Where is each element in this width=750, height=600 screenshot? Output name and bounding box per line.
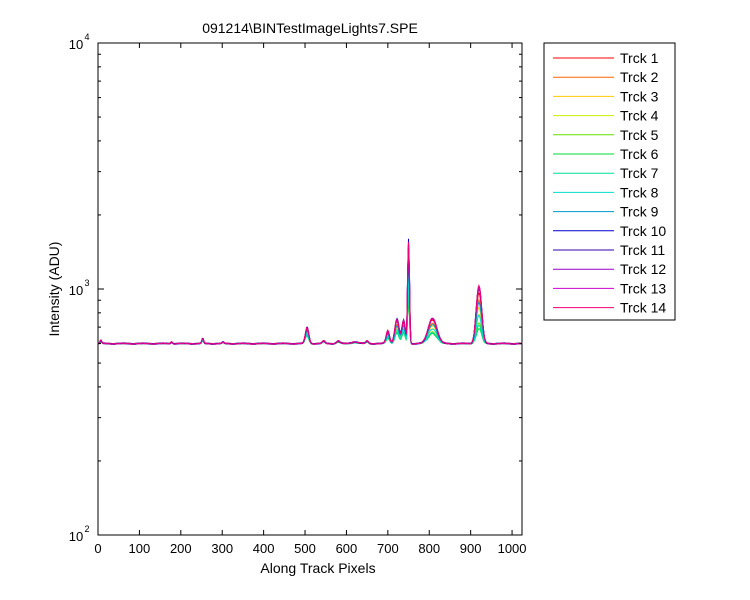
legend-label: Trck 2 <box>620 69 659 85</box>
x-tick-label: 800 <box>418 541 440 556</box>
plot-lines <box>97 238 523 345</box>
x-tick-label: 600 <box>336 541 358 556</box>
legend-label: Trck 13 <box>620 280 666 296</box>
legend-label: Trck 4 <box>620 108 659 124</box>
legend: Trck 1 Trck 2 Trck 3 Trck 4 Trck 5 Trck 6 Trck… <box>543 42 676 321</box>
x-tick-label: 0 <box>94 541 101 556</box>
x-tick-label: 300 <box>211 541 233 556</box>
x-tick-label: 700 <box>377 541 399 556</box>
y-tick-base: 10 <box>69 283 83 298</box>
legend-label: Trck 1 <box>620 50 659 66</box>
y-tick-exponent: 2 <box>84 524 89 534</box>
legend-label: Trck 6 <box>620 146 659 162</box>
y-tick-label: 10 2 <box>69 524 90 544</box>
y-tick-base: 10 <box>69 529 83 544</box>
chart-title: 091214\BINTestImageLights7.SPE <box>202 20 418 36</box>
legend-label: Trck 9 <box>620 204 659 220</box>
y-tick-label: 10 3 <box>69 278 90 298</box>
x-tick-label: 100 <box>129 541 151 556</box>
series-line <box>97 241 522 345</box>
y-tick-exponent: 4 <box>84 32 89 42</box>
legend-label: Trck 14 <box>620 300 666 316</box>
x-axis-label: Along Track Pixels <box>260 560 375 576</box>
legend-label: Trck 5 <box>620 127 659 143</box>
x-tick-label: 400 <box>253 541 275 556</box>
y-tick-exponent: 3 <box>84 278 89 288</box>
y-axis-label: Intensity (ADU) <box>46 242 62 337</box>
x-axis: 0 100 200 300 400 500 600 700 800 900 1000 <box>94 43 527 556</box>
legend-box <box>543 42 676 321</box>
x-tick-label: 500 <box>294 541 316 556</box>
legend-label: Trck 11 <box>620 242 665 258</box>
x-tick-label: 200 <box>170 541 192 556</box>
legend-label: Trck 3 <box>620 88 659 104</box>
legend-label: Trck 10 <box>620 223 666 239</box>
legend-label: Trck 7 <box>620 165 659 181</box>
legend-label: Trck 8 <box>620 184 659 200</box>
y-tick-base: 10 <box>69 37 83 52</box>
y-tick-label: 10 4 <box>69 32 90 52</box>
plot-area <box>97 42 523 536</box>
x-tick-label: 1000 <box>498 541 527 556</box>
legend-label: Trck 12 <box>620 261 666 277</box>
x-tick-label: 900 <box>460 541 482 556</box>
